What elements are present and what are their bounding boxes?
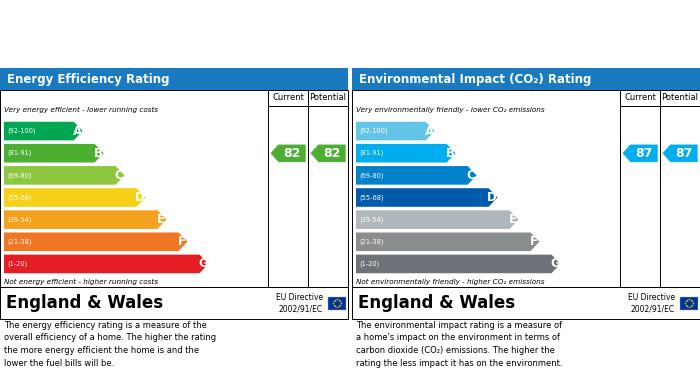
Polygon shape xyxy=(4,122,83,140)
Text: Current: Current xyxy=(624,93,656,102)
Bar xyxy=(680,296,698,310)
Text: (55-68): (55-68) xyxy=(359,194,384,201)
Text: E: E xyxy=(509,213,517,226)
Text: F: F xyxy=(178,235,186,248)
Polygon shape xyxy=(356,188,498,207)
Polygon shape xyxy=(270,144,306,162)
Polygon shape xyxy=(4,144,104,163)
Text: D: D xyxy=(487,191,497,204)
Polygon shape xyxy=(622,144,658,162)
Text: 87: 87 xyxy=(636,147,653,160)
Bar xyxy=(0,287,348,319)
Text: C: C xyxy=(467,169,475,182)
Polygon shape xyxy=(356,233,540,251)
Text: G: G xyxy=(198,257,208,271)
Text: (39-54): (39-54) xyxy=(359,216,384,223)
Text: Potential: Potential xyxy=(662,93,699,102)
Text: EU Directive
2002/91/EC: EU Directive 2002/91/EC xyxy=(628,292,675,314)
Text: (55-68): (55-68) xyxy=(7,194,31,201)
Text: (69-80): (69-80) xyxy=(7,172,31,179)
Text: (81-91): (81-91) xyxy=(359,150,384,156)
Text: The environmental impact rating is a measure of
a home's impact on the environme: The environmental impact rating is a mea… xyxy=(356,321,563,368)
Text: Current: Current xyxy=(272,93,304,102)
Polygon shape xyxy=(4,233,188,251)
Text: The energy efficiency rating is a measure of the
overall efficiency of a home. T: The energy efficiency rating is a measur… xyxy=(4,321,216,368)
Polygon shape xyxy=(4,188,146,207)
Text: Energy Efficiency Rating: Energy Efficiency Rating xyxy=(7,72,169,86)
Text: (92-100): (92-100) xyxy=(359,128,388,135)
Polygon shape xyxy=(310,144,346,162)
Polygon shape xyxy=(356,210,519,229)
Polygon shape xyxy=(356,166,477,185)
Text: 82: 82 xyxy=(323,147,341,160)
Bar xyxy=(352,287,700,319)
Text: (21-38): (21-38) xyxy=(7,239,31,245)
Text: (1-20): (1-20) xyxy=(359,261,379,267)
Text: Not environmentally friendly - higher CO₂ emissions: Not environmentally friendly - higher CO… xyxy=(356,279,545,285)
Text: EU Directive
2002/91/EC: EU Directive 2002/91/EC xyxy=(276,292,323,314)
Polygon shape xyxy=(356,122,435,140)
Text: (92-100): (92-100) xyxy=(7,128,36,135)
Bar xyxy=(0,68,348,90)
Polygon shape xyxy=(4,210,167,229)
Bar xyxy=(0,90,348,287)
Text: England & Wales: England & Wales xyxy=(358,294,515,312)
Text: G: G xyxy=(550,257,560,271)
Polygon shape xyxy=(4,255,209,273)
Bar xyxy=(352,90,700,287)
Text: A: A xyxy=(73,125,82,138)
Text: B: B xyxy=(446,147,454,160)
Text: E: E xyxy=(157,213,165,226)
Text: A: A xyxy=(425,125,434,138)
Bar xyxy=(352,68,700,90)
Text: C: C xyxy=(115,169,123,182)
Text: 87: 87 xyxy=(676,147,693,160)
Text: 82: 82 xyxy=(284,147,301,160)
Text: Environmental Impact (CO₂) Rating: Environmental Impact (CO₂) Rating xyxy=(359,72,592,86)
Text: F: F xyxy=(530,235,538,248)
Text: D: D xyxy=(135,191,145,204)
Text: Potential: Potential xyxy=(309,93,346,102)
Text: England & Wales: England & Wales xyxy=(6,294,163,312)
Bar xyxy=(328,296,346,310)
Text: Not energy efficient - higher running costs: Not energy efficient - higher running co… xyxy=(4,279,158,285)
Polygon shape xyxy=(4,166,125,185)
Polygon shape xyxy=(356,144,456,163)
Text: (81-91): (81-91) xyxy=(7,150,31,156)
Text: (1-20): (1-20) xyxy=(7,261,27,267)
Polygon shape xyxy=(356,255,561,273)
Text: Very environmentally friendly - lower CO₂ emissions: Very environmentally friendly - lower CO… xyxy=(356,107,545,113)
Text: B: B xyxy=(94,147,103,160)
Text: Very energy efficient - lower running costs: Very energy efficient - lower running co… xyxy=(4,107,158,113)
Text: (39-54): (39-54) xyxy=(7,216,31,223)
Text: (21-38): (21-38) xyxy=(359,239,384,245)
Text: (69-80): (69-80) xyxy=(359,172,384,179)
Polygon shape xyxy=(662,144,698,162)
